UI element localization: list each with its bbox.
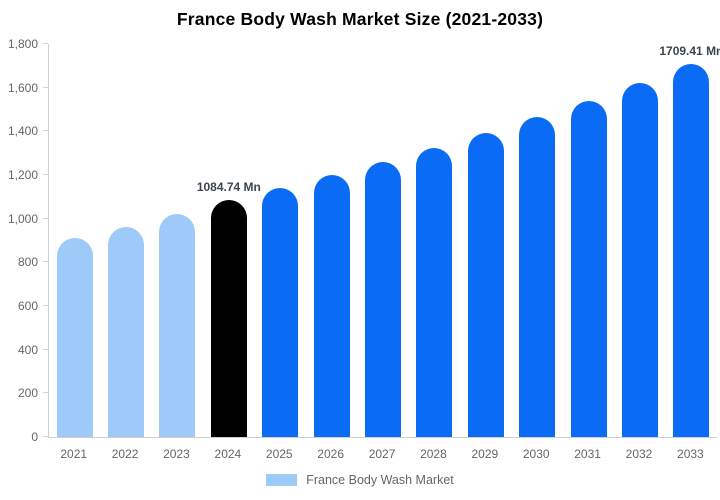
chart-title: France Body Wash Market Size (2021-2033) xyxy=(176,9,544,29)
bar-2021[interactable] xyxy=(56,238,93,437)
x-axis-tick-label-2026: 2026 xyxy=(317,447,344,461)
y-axis-tick-mark xyxy=(43,305,48,306)
bar-2031[interactable] xyxy=(570,101,607,437)
bar-2026[interactable] xyxy=(313,175,350,437)
y-axis-tick-mark xyxy=(43,43,48,44)
bar-slot-2028 xyxy=(409,44,460,437)
y-axis-tick-label: 600 xyxy=(17,299,38,313)
bar-slot-2023 xyxy=(152,44,203,437)
x-axis-tick-label-2025: 2025 xyxy=(265,447,293,461)
legend-label: France Body Wash Market xyxy=(306,473,454,487)
y-axis-tick-mark xyxy=(43,436,48,437)
bar-2027[interactable] xyxy=(365,161,402,437)
y-axis: 0 200 400 600 800 1,000 1,200 1,400 1,600 1,800 xyxy=(0,37,42,444)
x-axis-tick-label-2033: 2033 xyxy=(677,447,704,461)
bar-slot-2026 xyxy=(306,44,357,437)
x-axis-tick-label-2030: 2030 xyxy=(522,447,550,461)
plot-area: 1084.74 Mn 1709.41 Mn xyxy=(43,43,720,438)
y-axis-tick-label: 800 xyxy=(17,255,38,270)
bar-series: 1084.74 Mn 1709.41 Mn xyxy=(49,44,720,437)
x-axis-tick-label-2021: 2021 xyxy=(60,447,88,461)
bar-slot-2021 xyxy=(49,44,100,437)
y-axis-tick-mark xyxy=(43,217,48,219)
x-axis-tick-label-2023: 2023 xyxy=(163,447,190,461)
y-axis-tick-label: 1,600 xyxy=(7,80,38,95)
bar-slot-2030 xyxy=(512,44,563,437)
y-axis-tick-mark xyxy=(43,86,48,88)
y-axis-tick-label: 0 xyxy=(31,430,38,444)
bar-2028[interactable] xyxy=(416,147,453,437)
y-axis-tick-label: 1,000 xyxy=(7,211,38,226)
bar-2033[interactable] xyxy=(673,63,710,437)
bar-slot-2033: 1709.41 Mn xyxy=(659,44,720,437)
bar-slot-2024: 1084.74 Mn xyxy=(197,44,261,437)
bar-2024[interactable] xyxy=(210,200,247,437)
x-axis: 2021 2022 2023 2024 2025 2026 2027 2028 2029 2030… xyxy=(48,447,716,461)
bar-2030[interactable] xyxy=(519,117,556,437)
x-axis-tick-label-2031: 2031 xyxy=(574,447,601,461)
y-axis-tick-mark xyxy=(43,130,48,132)
y-axis-tick-label: 1,800 xyxy=(7,37,38,51)
bar-2023[interactable] xyxy=(159,214,196,437)
x-axis-tick-label-2032: 2032 xyxy=(625,447,653,461)
y-axis-tick-mark xyxy=(43,174,48,175)
y-axis-tick-label: 400 xyxy=(17,342,38,357)
bar-slot-2031 xyxy=(563,44,614,437)
bar-2032[interactable] xyxy=(621,83,658,437)
x-axis-tick-label-2029: 2029 xyxy=(471,447,499,461)
x-axis-tick-label-2028: 2028 xyxy=(420,447,447,461)
legend-swatch-icon xyxy=(266,474,298,486)
y-axis-tick-label: 1,200 xyxy=(7,168,38,182)
legend[interactable]: France Body Wash Market xyxy=(0,473,720,487)
bar-2029[interactable] xyxy=(467,133,504,437)
bar-slot-2032 xyxy=(614,44,665,437)
bar-slot-2029 xyxy=(460,44,511,437)
bar-slot-2022 xyxy=(100,44,151,437)
bar-2022[interactable] xyxy=(108,226,145,437)
y-axis-tick-mark xyxy=(43,392,48,394)
bar-slot-2025 xyxy=(255,44,306,437)
bar-value-label-2033: 1709.41 Mn xyxy=(659,43,720,58)
y-axis-tick-mark xyxy=(43,348,48,350)
bar-value-label-2024: 1084.74 Mn xyxy=(196,180,261,195)
x-axis-tick-label-2024: 2024 xyxy=(214,447,242,461)
y-axis-tick-label: 1,400 xyxy=(7,124,38,139)
x-axis-tick-label-2027: 2027 xyxy=(368,447,396,461)
bar-2025[interactable] xyxy=(262,188,299,437)
y-axis-tick-label: 200 xyxy=(17,386,38,401)
y-axis-tick-mark xyxy=(43,261,48,263)
bar-slot-2027 xyxy=(357,44,408,437)
x-axis-tick-label-2022: 2022 xyxy=(111,447,139,461)
